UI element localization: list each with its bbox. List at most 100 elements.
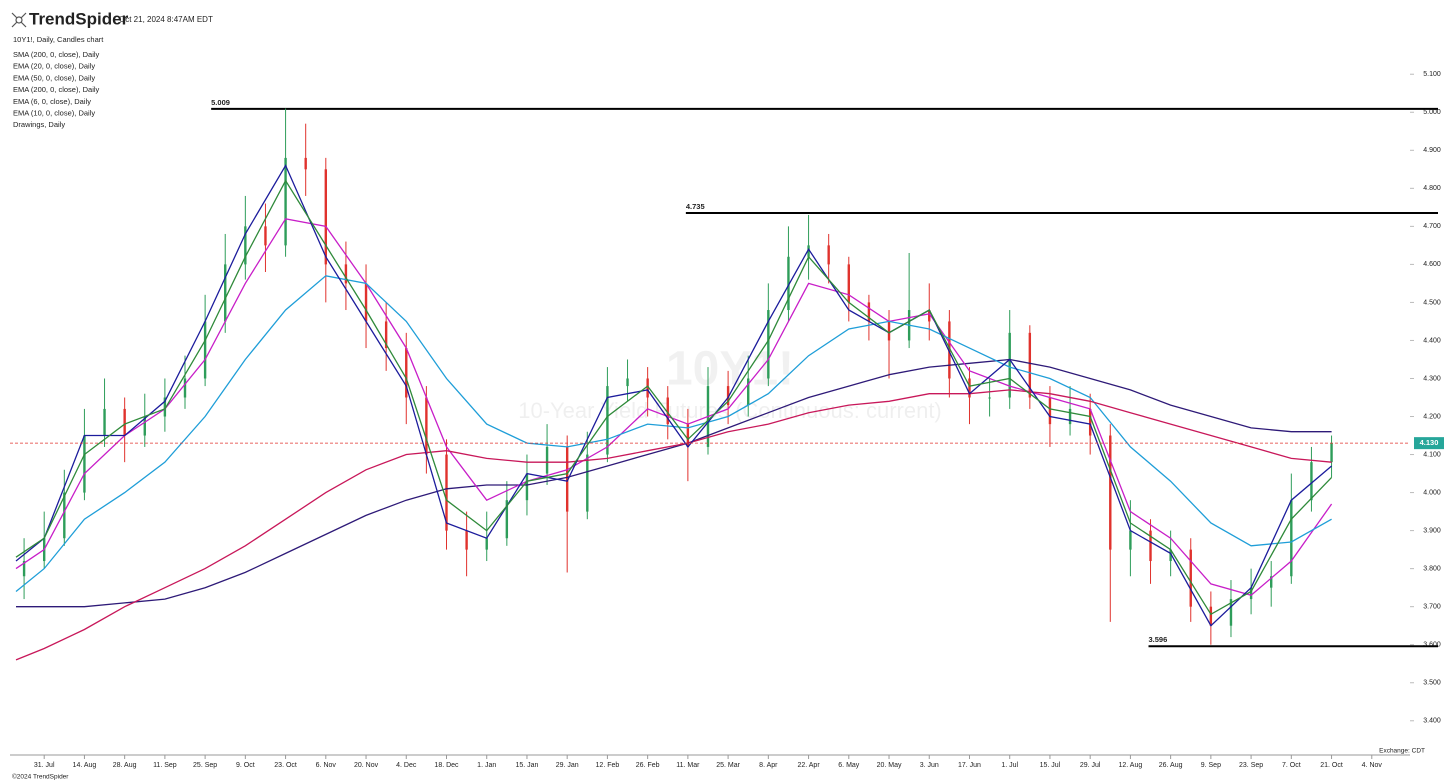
- candle-body: [1330, 443, 1333, 463]
- candle-body: [1048, 397, 1052, 425]
- ma-line: [15, 179, 1333, 616]
- y-tick-label: 5.100: [1423, 71, 1441, 78]
- x-tick-label: 21. Oct: [1320, 762, 1343, 769]
- candle-body: [1229, 599, 1233, 626]
- copyright: ©2024 TrendSpider: [12, 773, 69, 781]
- candle-body: [1249, 587, 1253, 600]
- x-tick-label: 26. Aug: [1159, 762, 1183, 769]
- y-tick-label: 4.400: [1423, 337, 1441, 344]
- candle-body: [787, 256, 790, 311]
- candle-body: [565, 446, 569, 512]
- x-tick-label: 20. Nov: [354, 762, 379, 769]
- y-tick-label: 3.800: [1423, 565, 1441, 572]
- candle-body: [1270, 576, 1273, 588]
- candle-body: [988, 397, 991, 399]
- candle-body: [928, 310, 931, 322]
- x-tick-label: 25. Sep: [193, 762, 217, 769]
- candle-body: [586, 454, 589, 512]
- legend-entry: EMA (20, 0, close), Daily: [13, 62, 95, 71]
- candle-body: [63, 492, 66, 539]
- x-tick-label: 28. Aug: [113, 762, 137, 769]
- candle-body: [445, 454, 448, 531]
- x-tick-label: 29. Jan: [556, 762, 579, 769]
- candle-body: [606, 386, 609, 455]
- y-tick-label: 4.100: [1423, 451, 1441, 458]
- level-label: 5.009: [211, 98, 230, 107]
- last-price-tag: [1414, 437, 1444, 450]
- level-label: 4.735: [686, 202, 705, 211]
- y-tick-label: 5.000: [1423, 109, 1441, 116]
- candle-body: [425, 397, 428, 455]
- x-tick-label: 15. Jan: [515, 762, 538, 769]
- candles: [22, 108, 1333, 645]
- x-tick-label: 12. Feb: [596, 762, 620, 769]
- candle-body: [847, 264, 850, 303]
- y-tick-label: 4.900: [1423, 147, 1441, 154]
- candle-body: [1028, 332, 1032, 398]
- candle-body: [465, 530, 468, 550]
- candle-body: [183, 378, 187, 398]
- candle-body: [203, 321, 207, 379]
- candle-body: [767, 310, 770, 379]
- x-tick-label: 1. Jan: [477, 762, 496, 769]
- x-tick-label: 23. Sep: [1239, 762, 1263, 769]
- legend-entry: EMA (50, 0, close), Daily: [13, 73, 95, 82]
- y-tick-label: 3.900: [1423, 527, 1441, 534]
- candle-body: [1169, 549, 1172, 562]
- candle-body: [244, 226, 247, 265]
- candle-body: [324, 169, 328, 265]
- candle-body: [747, 378, 750, 406]
- x-tick-label: 20. May: [877, 762, 902, 769]
- x-tick-label: 15. Jul: [1040, 762, 1061, 769]
- candle-body: [545, 446, 549, 474]
- logo-icon: [11, 12, 27, 28]
- candle-body: [505, 500, 509, 539]
- legend-entry: EMA (200, 0, close), Daily: [13, 85, 100, 94]
- x-tick-label: 4. Nov: [1362, 762, 1383, 769]
- legend-entry: EMA (6, 0, close), Daily: [13, 97, 91, 106]
- candle-body: [1109, 435, 1112, 550]
- candle-body: [1088, 408, 1092, 436]
- x-tick-label: 22. Apr: [797, 762, 820, 769]
- candle-body: [626, 378, 629, 387]
- x-tick-label: 11. Mar: [676, 762, 700, 769]
- candle-body: [1310, 462, 1313, 501]
- candle-body: [948, 321, 951, 379]
- y-tick-label: 3.400: [1423, 718, 1441, 725]
- candle-body: [83, 435, 86, 493]
- ma-line: [15, 164, 1333, 627]
- candle-body: [1129, 530, 1132, 550]
- y-tick-label: 4.800: [1423, 185, 1441, 192]
- x-tick-label: 11. Sep: [153, 762, 177, 769]
- legend-entry: SMA (200, 0, close), Daily: [13, 50, 100, 59]
- level-label: 3.596: [1149, 635, 1168, 644]
- x-tick-label: 18. Dec: [434, 762, 459, 769]
- watermark-subtitle: 10-Year Yield Futures (Continuous: curre…: [518, 398, 942, 423]
- x-tick-label: 12. Aug: [1119, 762, 1143, 769]
- x-tick-label: 6. May: [838, 762, 860, 769]
- y-tick-label: 3.700: [1423, 604, 1441, 611]
- x-tick-label: 1. Jul: [1001, 762, 1018, 769]
- candle-body: [364, 283, 368, 322]
- candle-body: [264, 226, 267, 246]
- ma-line: [15, 218, 1333, 597]
- candle-body: [304, 157, 307, 170]
- candle-body: [887, 321, 891, 341]
- candle-body: [1209, 606, 1213, 626]
- candle-body: [968, 378, 971, 398]
- candle-body: [867, 302, 871, 322]
- ma-line: [15, 389, 1332, 661]
- ma-line: [15, 275, 1332, 593]
- y-tick-label: 4.700: [1423, 223, 1441, 230]
- candle-body: [344, 264, 348, 284]
- y-tick-label: 4.500: [1423, 299, 1441, 306]
- y-tick-label: 4.000: [1423, 489, 1441, 496]
- candle-body: [485, 538, 488, 550]
- x-tick-label: 31. Jul: [34, 762, 55, 769]
- candle-body: [726, 386, 730, 406]
- timestamp: Oct 21, 2024 8:47AM EDT: [119, 15, 213, 24]
- candle-body: [123, 408, 126, 436]
- exchange: Exchange: CDT: [1379, 748, 1425, 755]
- x-tick-label: 23. Oct: [274, 762, 297, 769]
